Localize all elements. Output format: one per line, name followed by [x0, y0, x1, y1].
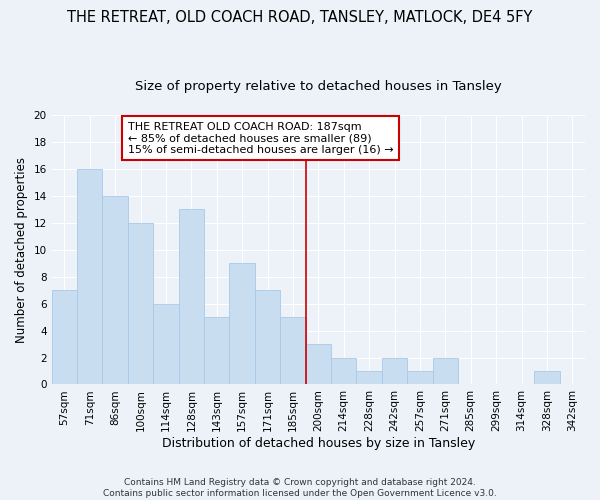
Bar	[407, 371, 433, 384]
Text: Contains HM Land Registry data © Crown copyright and database right 2024.
Contai: Contains HM Land Registry data © Crown c…	[103, 478, 497, 498]
Bar	[229, 263, 255, 384]
Bar	[255, 290, 280, 384]
Bar	[433, 358, 458, 384]
Bar	[103, 196, 128, 384]
Y-axis label: Number of detached properties: Number of detached properties	[15, 156, 28, 342]
Bar	[331, 358, 356, 384]
Bar	[356, 371, 382, 384]
Text: THE RETREAT, OLD COACH ROAD, TANSLEY, MATLOCK, DE4 5FY: THE RETREAT, OLD COACH ROAD, TANSLEY, MA…	[67, 10, 533, 25]
Bar	[153, 304, 179, 384]
Bar	[128, 223, 153, 384]
Bar	[52, 290, 77, 384]
Bar	[280, 317, 305, 384]
Bar	[305, 344, 331, 385]
Title: Size of property relative to detached houses in Tansley: Size of property relative to detached ho…	[135, 80, 502, 93]
Bar	[204, 317, 229, 384]
Text: THE RETREAT OLD COACH ROAD: 187sqm
← 85% of detached houses are smaller (89)
15%: THE RETREAT OLD COACH ROAD: 187sqm ← 85%…	[128, 122, 394, 155]
Bar	[534, 371, 560, 384]
Bar	[179, 210, 204, 384]
X-axis label: Distribution of detached houses by size in Tansley: Distribution of detached houses by size …	[162, 437, 475, 450]
Bar	[382, 358, 407, 384]
Bar	[77, 169, 103, 384]
